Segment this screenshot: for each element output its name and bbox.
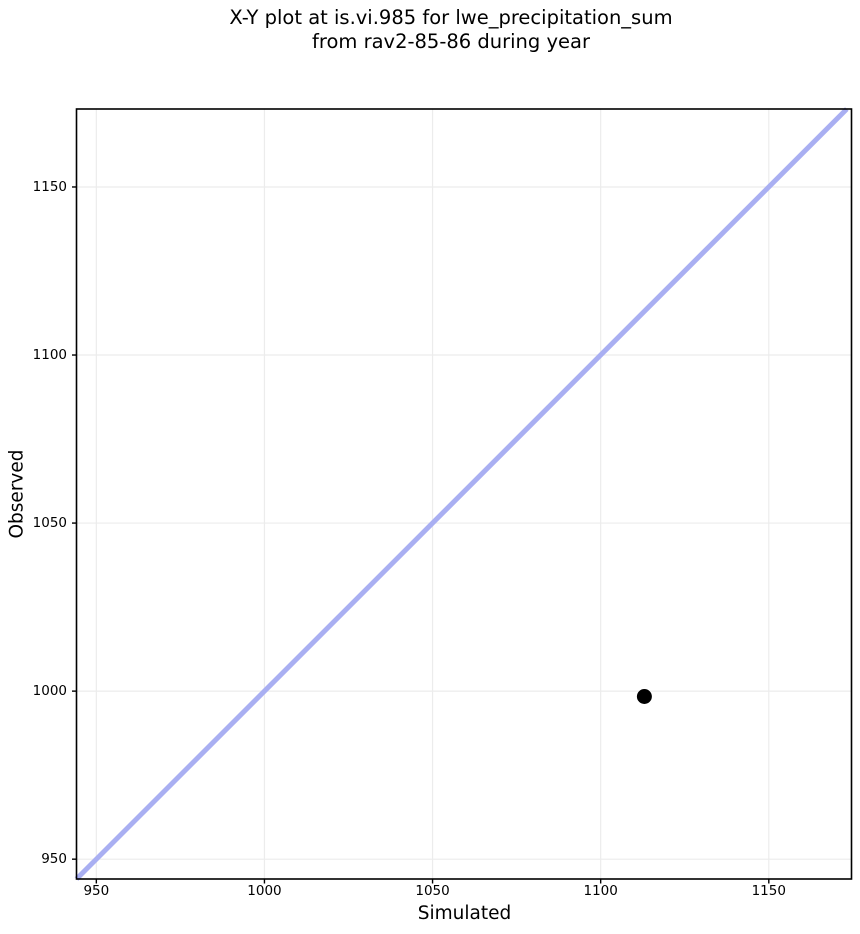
- x-tick-label: 1150: [752, 883, 786, 899]
- x-axis-label: Simulated: [417, 903, 512, 924]
- y-tick-label: 1050: [33, 515, 67, 531]
- x-tick-label: 1050: [415, 883, 449, 899]
- x-tick-label: 1100: [583, 883, 617, 899]
- identity-line: [74, 107, 849, 881]
- data-point: [636, 688, 652, 704]
- y-tick-label: 950: [41, 851, 67, 867]
- chart-title-line2: from rav2-85-86 during year: [312, 29, 590, 53]
- x-tick-label: 1000: [247, 883, 281, 899]
- y-axis-label: Observed: [6, 449, 28, 539]
- chart-title-line1: X-Y plot at is.vi.985 for lwe_precipitat…: [229, 6, 673, 29]
- y-tick-label: 1150: [33, 179, 67, 195]
- x-tick-label: 950: [83, 883, 109, 899]
- chart-title: X-Y plot at is.vi.985 for lwe_precipitat…: [63, 6, 839, 53]
- y-tick-label: 1000: [33, 683, 67, 699]
- axes-border: [75, 108, 853, 880]
- y-tick-label: 1100: [33, 347, 67, 363]
